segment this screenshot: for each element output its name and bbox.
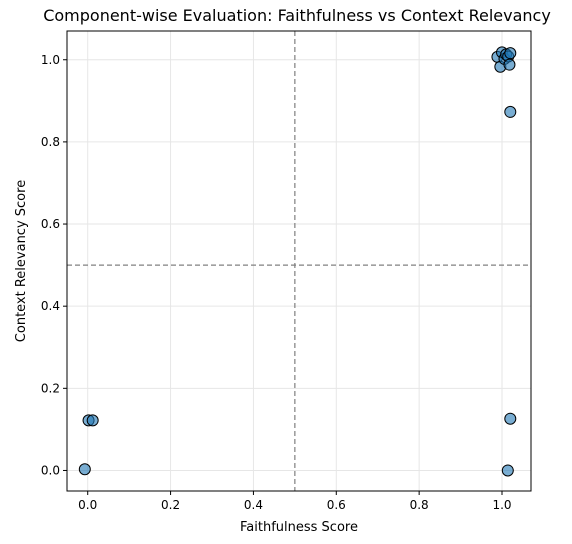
x-tick-label: 0.0 xyxy=(78,498,97,512)
reference-lines xyxy=(67,31,531,491)
chart-title: Component-wise Evaluation: Faithfulness … xyxy=(43,6,551,25)
y-tick-label: 1.0 xyxy=(41,53,60,67)
y-tick-label: 0.6 xyxy=(41,217,60,231)
x-axis-label: Faithfulness Score xyxy=(240,520,358,535)
y-tick-label: 0.0 xyxy=(41,463,60,477)
x-tick-label: 0.6 xyxy=(327,498,346,512)
data-point xyxy=(504,105,517,118)
x-tick-label: 1.0 xyxy=(492,498,511,512)
x-tick-label: 0.4 xyxy=(244,498,263,512)
data-point xyxy=(504,412,517,425)
data-point xyxy=(504,47,517,60)
y-axis-ticks: 0.0 0.2 0.4 0.6 0.8 1.0 xyxy=(41,53,67,477)
data-point xyxy=(78,463,91,476)
y-tick-label: 0.8 xyxy=(41,135,60,149)
y-tick-label: 0.4 xyxy=(41,299,60,313)
y-axis-label: Context Relevancy Score xyxy=(14,180,29,342)
data-point xyxy=(86,414,99,427)
data-point xyxy=(503,58,516,71)
plot-area-frame xyxy=(66,30,532,492)
x-tick-label: 0.2 xyxy=(161,498,180,512)
x-axis-ticks: 0.0 0.2 0.4 0.6 0.8 1.0 xyxy=(78,491,512,512)
data-points xyxy=(78,46,517,477)
grid-lines xyxy=(67,31,531,491)
data-point xyxy=(501,464,514,477)
x-tick-label: 0.8 xyxy=(410,498,429,512)
y-tick-label: 0.2 xyxy=(41,381,60,395)
